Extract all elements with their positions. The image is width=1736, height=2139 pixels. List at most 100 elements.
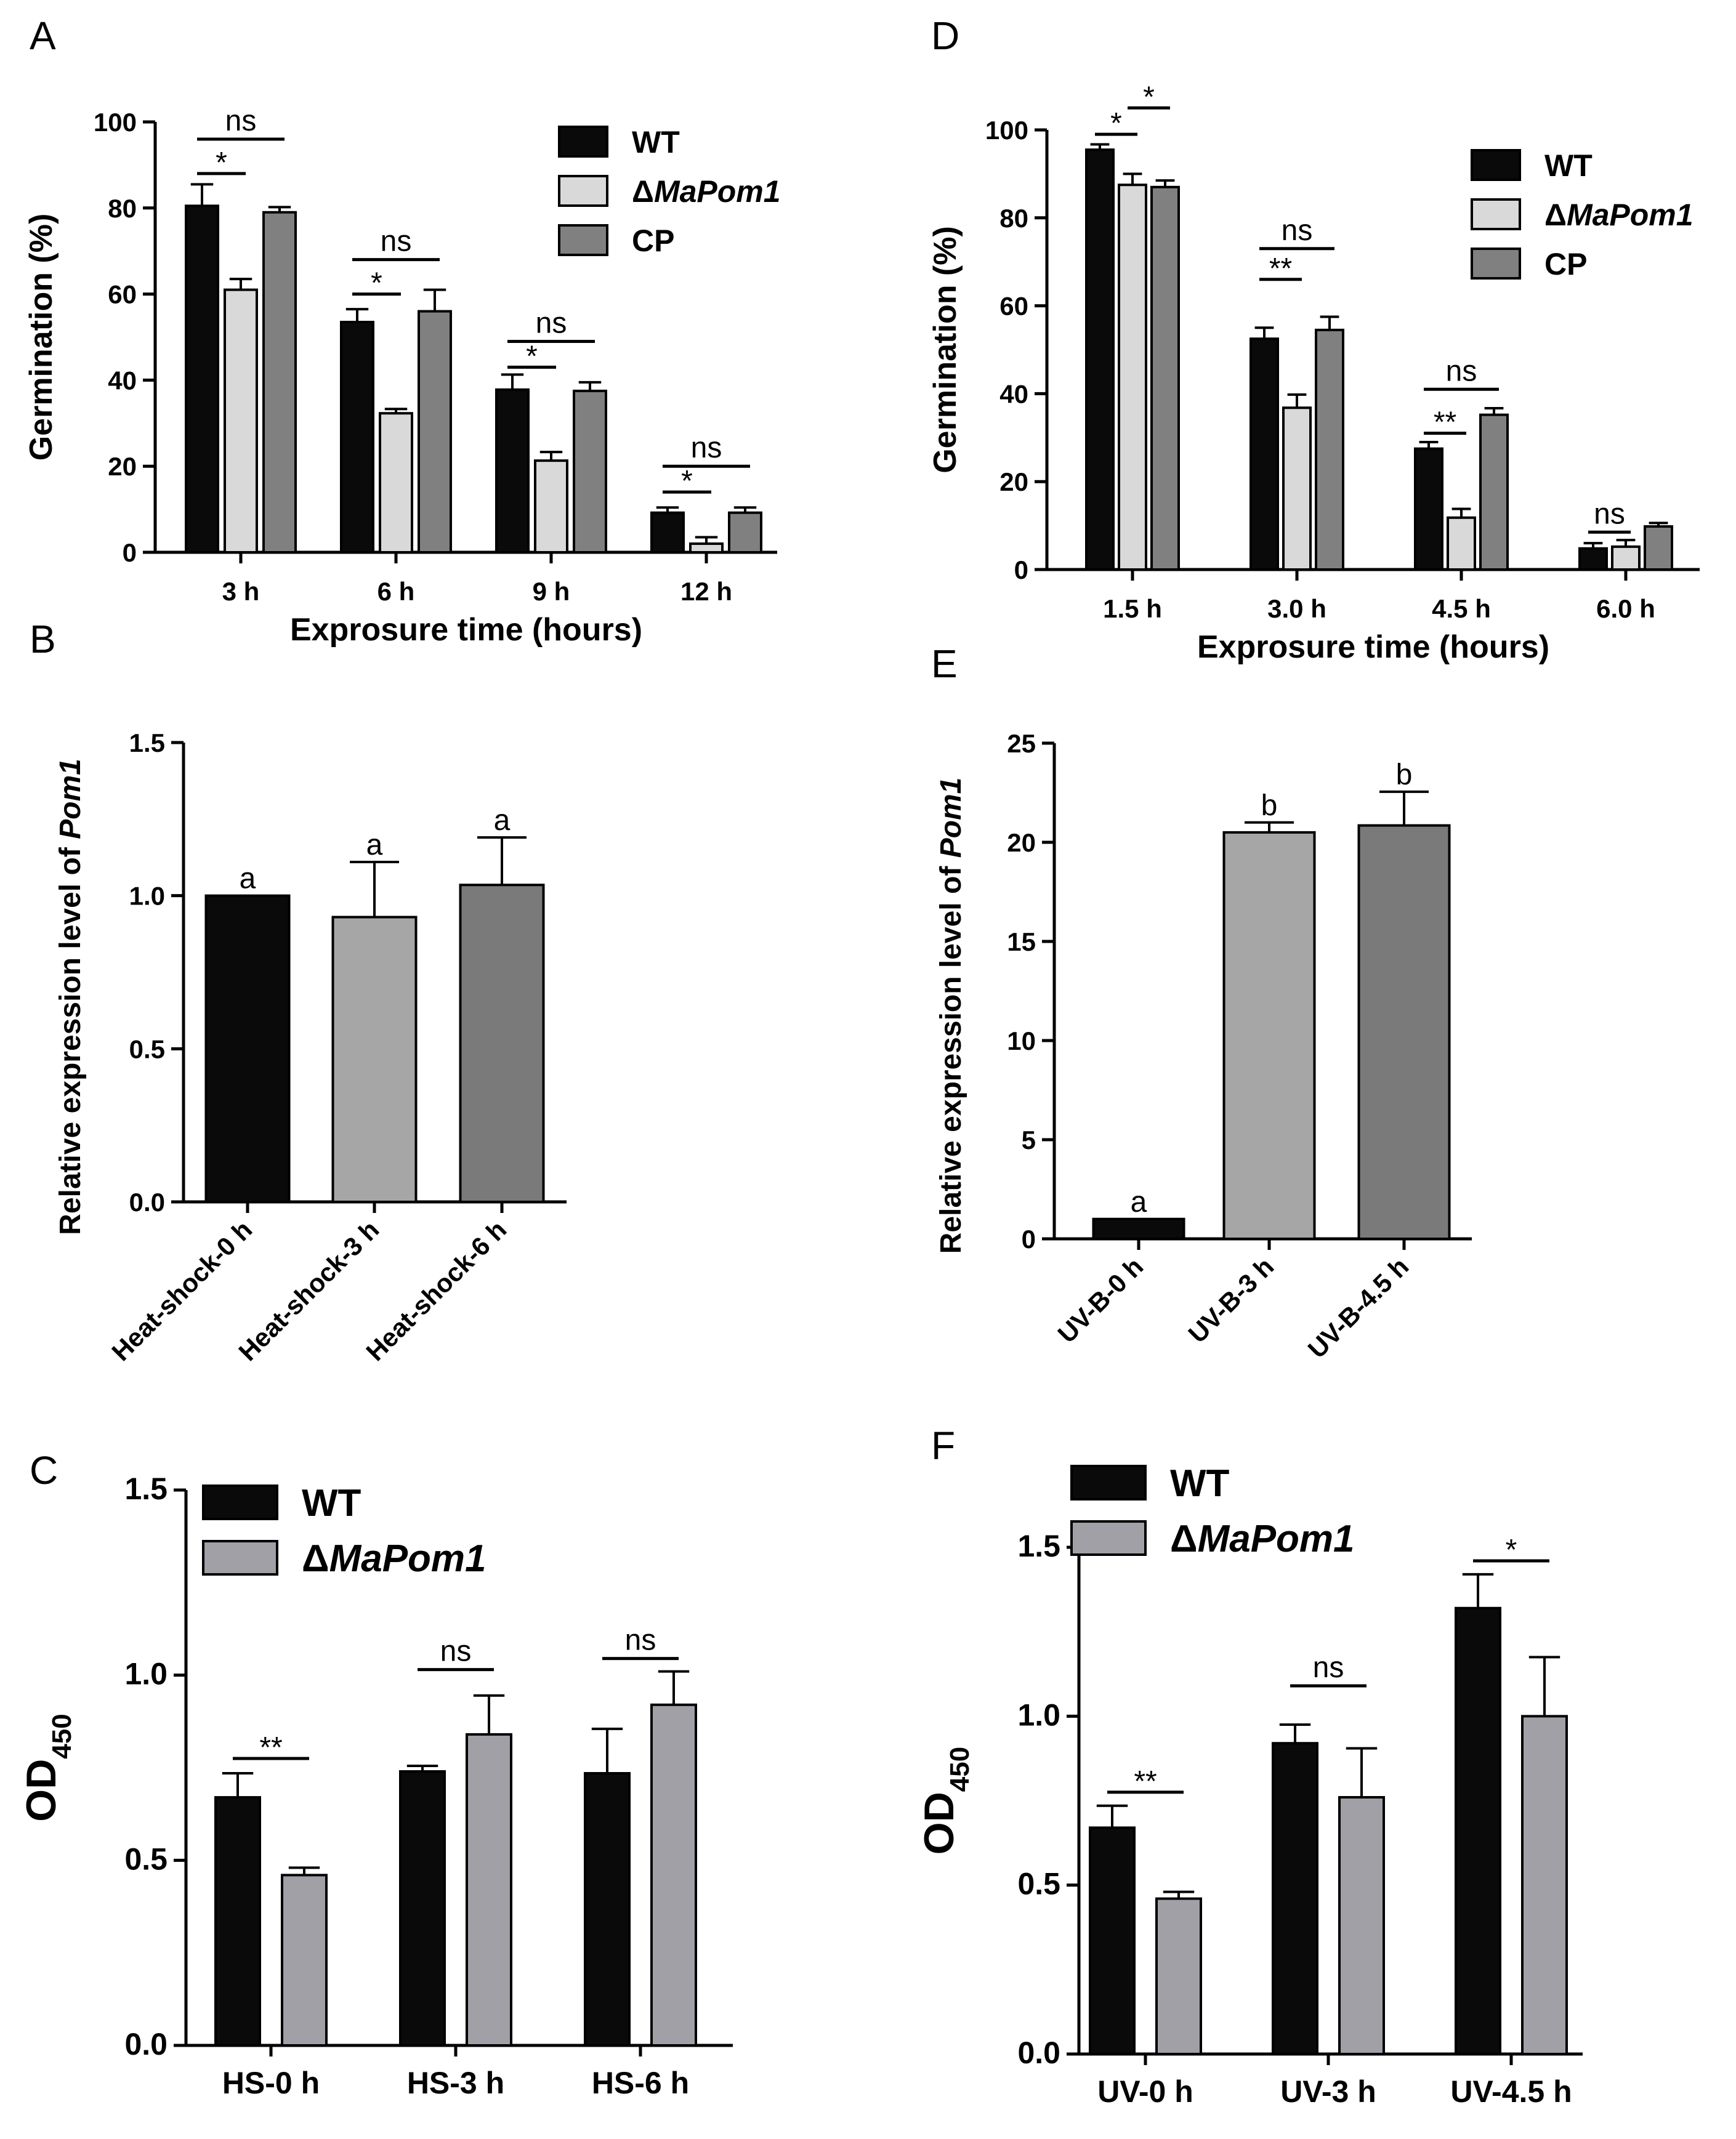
y-tick-label: 100 xyxy=(985,116,1028,145)
y-axis-label: OD450 xyxy=(916,1747,975,1855)
significance-label: * xyxy=(216,147,227,179)
significance-label: ns xyxy=(440,1635,472,1668)
x-tick-label: 3.0 h xyxy=(1267,594,1326,623)
significance-letter: a xyxy=(1131,1186,1147,1219)
bar-WT xyxy=(1250,337,1279,571)
significance-label: ** xyxy=(1134,1765,1157,1798)
bar-ΔMaPom1 xyxy=(534,459,568,554)
significance-label: * xyxy=(371,267,382,300)
bar-CP xyxy=(262,211,297,554)
significance-label: ns xyxy=(1313,1651,1344,1684)
bar-ΔMaPom1 xyxy=(224,288,258,554)
x-tick-label: UV-3 h xyxy=(1280,2074,1376,2109)
significance-letter: a xyxy=(494,804,511,837)
x-axis-label: Exprosure time (hours) xyxy=(1197,629,1549,665)
chart-E: E 0 5 10 15 20 25 a UV-B-0 h b UV-B-3 h b UV-B-4.5 h… xyxy=(931,642,1472,1364)
bar xyxy=(331,916,418,1203)
x-tick-label: UV-B-0 h xyxy=(1052,1252,1149,1348)
legend-label: CP xyxy=(1544,247,1587,281)
y-tick-label: 0 xyxy=(1014,555,1028,584)
panel-label: F xyxy=(931,1424,955,1468)
significance-label: ns xyxy=(1594,497,1625,530)
bar-CP xyxy=(573,389,607,554)
legend-label: ΔMaPom1 xyxy=(632,174,781,209)
bar-ΔMaPom1 xyxy=(1338,1796,1385,2056)
y-tick-label: 20 xyxy=(1007,828,1036,857)
bar xyxy=(459,884,545,1203)
bar-WT xyxy=(1455,1606,1501,2055)
x-tick-label: 6 h xyxy=(377,577,415,606)
bar-ΔMaPom1 xyxy=(1118,183,1147,571)
y-tick-label: 0.0 xyxy=(124,2027,168,2061)
significance-label: ** xyxy=(1434,406,1456,439)
legend-swatch xyxy=(202,1540,278,1576)
x-tick-label: Heat-shock-6 h xyxy=(360,1215,512,1366)
y-tick-label: 1.5 xyxy=(129,728,165,757)
x-tick-label: UV-4.5 h xyxy=(1450,2074,1572,2109)
bar-WT xyxy=(1578,547,1608,571)
bar-CP xyxy=(1479,413,1509,571)
significance-label: ns xyxy=(691,432,722,464)
y-axis-label: OD450 xyxy=(18,1714,77,1821)
legend-swatch xyxy=(1471,248,1521,280)
legend-swatch xyxy=(558,175,608,207)
y-axis-label: Germination (%) xyxy=(927,226,963,473)
y-tick-label: 1.0 xyxy=(129,882,165,911)
significance-label: * xyxy=(1143,81,1155,113)
bar-ΔMaPom1 xyxy=(689,542,724,554)
y-tick-label: 20 xyxy=(108,452,137,481)
legend-label: WT xyxy=(302,1482,361,1525)
bar-ΔMaPom1 xyxy=(1447,516,1476,571)
y-axis-label: Germination (%) xyxy=(23,214,59,461)
bar xyxy=(1222,831,1316,1240)
y-tick-label: 20 xyxy=(999,467,1028,496)
legend-label: WT xyxy=(632,125,680,159)
y-tick-label: 0.0 xyxy=(1017,2036,1060,2070)
panel-label: E xyxy=(931,642,958,686)
legend-label: ΔMaPom1 xyxy=(302,1537,486,1580)
legend-swatch xyxy=(1471,149,1521,181)
y-tick-label: 0.5 xyxy=(1017,1867,1060,1901)
bar xyxy=(1357,824,1451,1240)
bar-WT xyxy=(185,204,219,554)
x-tick-label: 3 h xyxy=(222,577,260,606)
legend-swatch xyxy=(558,224,608,256)
bar-ΔMaPom1 xyxy=(1611,545,1641,571)
y-tick-label: 40 xyxy=(108,366,137,395)
x-tick-label: 12 h xyxy=(680,577,732,606)
legend-swatch xyxy=(1070,1465,1147,1501)
significance-label: ns xyxy=(225,105,257,137)
y-tick-label: 25 xyxy=(1007,729,1036,758)
significance-letter: b xyxy=(1396,759,1413,791)
significance-label: ** xyxy=(259,1731,282,1764)
y-tick-label: 1.5 xyxy=(1017,1529,1060,1563)
bar-CP xyxy=(418,310,452,554)
panel-label: A xyxy=(30,14,56,58)
significance-label: ns xyxy=(625,1624,656,1657)
y-tick-label: 15 xyxy=(1007,927,1036,956)
y-tick-label: 0 xyxy=(123,538,137,567)
legend-swatch xyxy=(1471,198,1521,230)
bar-ΔMaPom1 xyxy=(1521,1715,1568,2055)
bar xyxy=(1092,1217,1185,1241)
y-tick-label: 0.5 xyxy=(124,1842,168,1876)
significance-label: * xyxy=(681,465,693,497)
x-tick-label: 4.5 h xyxy=(1432,594,1491,623)
bar-ΔMaPom1 xyxy=(650,1703,697,2047)
bar xyxy=(204,894,291,1203)
significance-letter: a xyxy=(240,863,256,895)
bar-ΔMaPom1 xyxy=(466,1733,512,2047)
significance-label: * xyxy=(1506,1534,1517,1566)
panel-label: B xyxy=(30,617,56,661)
bar-WT xyxy=(650,511,685,554)
y-tick-label: 80 xyxy=(108,194,137,223)
bar-ΔMaPom1 xyxy=(281,1874,328,2047)
x-tick-label: 1.5 h xyxy=(1103,594,1162,623)
bar-WT xyxy=(399,1770,446,2047)
x-tick-label: HS-6 h xyxy=(592,2066,689,2100)
legend-label: WT xyxy=(1170,1462,1230,1505)
legend-swatch xyxy=(558,126,608,158)
y-axis-label: Relative expression level of Pom1 xyxy=(54,759,87,1235)
